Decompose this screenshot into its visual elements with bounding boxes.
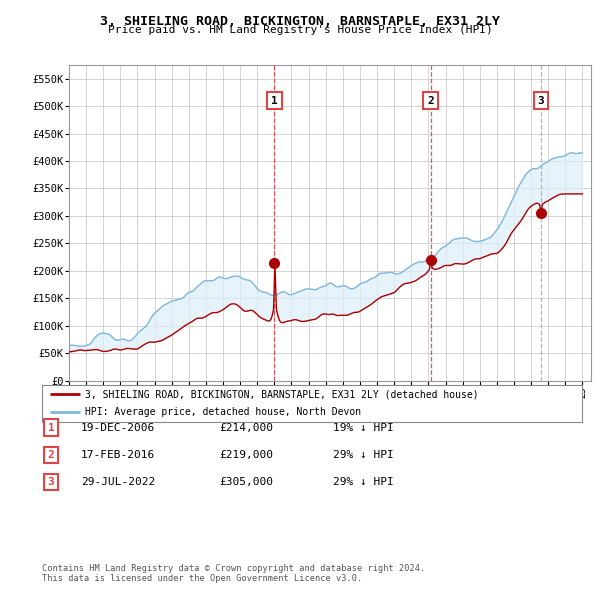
Text: 3, SHIELING ROAD, BICKINGTON, BARNSTAPLE, EX31 2LY: 3, SHIELING ROAD, BICKINGTON, BARNSTAPLE… (100, 15, 500, 28)
Text: HPI: Average price, detached house, North Devon: HPI: Average price, detached house, Nort… (85, 407, 361, 417)
Text: £219,000: £219,000 (219, 450, 273, 460)
Text: 19-DEC-2006: 19-DEC-2006 (81, 423, 155, 432)
Text: 3: 3 (538, 96, 544, 106)
Text: 3: 3 (47, 477, 55, 487)
Text: £305,000: £305,000 (219, 477, 273, 487)
Text: Contains HM Land Registry data © Crown copyright and database right 2024.
This d: Contains HM Land Registry data © Crown c… (42, 563, 425, 583)
Text: 3, SHIELING ROAD, BICKINGTON, BARNSTAPLE, EX31 2LY (detached house): 3, SHIELING ROAD, BICKINGTON, BARNSTAPLE… (85, 389, 479, 399)
Text: 19% ↓ HPI: 19% ↓ HPI (333, 423, 394, 432)
Text: 29% ↓ HPI: 29% ↓ HPI (333, 450, 394, 460)
Text: 1: 1 (47, 423, 55, 432)
Text: 29% ↓ HPI: 29% ↓ HPI (333, 477, 394, 487)
Text: Price paid vs. HM Land Registry's House Price Index (HPI): Price paid vs. HM Land Registry's House … (107, 25, 493, 35)
Text: 17-FEB-2016: 17-FEB-2016 (81, 450, 155, 460)
Text: £214,000: £214,000 (219, 423, 273, 432)
Text: 2: 2 (427, 96, 434, 106)
Text: 1: 1 (271, 96, 278, 106)
Text: 2: 2 (47, 450, 55, 460)
Text: 29-JUL-2022: 29-JUL-2022 (81, 477, 155, 487)
